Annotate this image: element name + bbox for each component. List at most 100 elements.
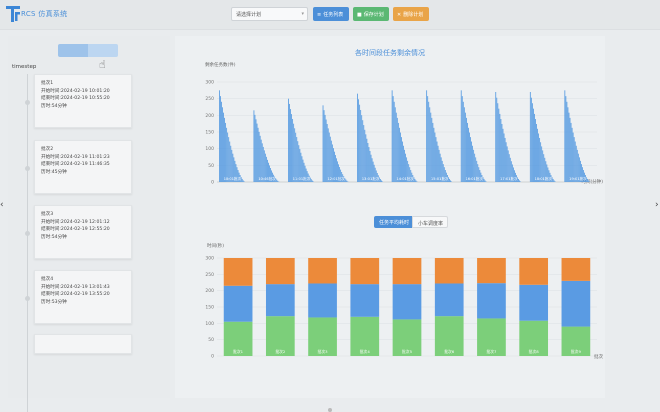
batch-card-4[interactable]: 批次4 开始时间:2024-02-19 13:01:43 结束时间:2024-0… xyxy=(34,270,132,324)
remaining-bar xyxy=(224,117,225,182)
remaining-bar xyxy=(370,154,372,182)
remaining-bar xyxy=(533,108,534,182)
remaining-bar xyxy=(571,127,573,182)
view-toggle[interactable] xyxy=(58,44,118,57)
stacked-bar-segment xyxy=(308,258,337,284)
remaining-bar xyxy=(369,150,371,182)
remaining-bar xyxy=(341,171,343,182)
stacked-bar-segment xyxy=(519,284,549,321)
plan-select[interactable]: 请选择计划 ▾ xyxy=(231,7,308,21)
remaining-bar xyxy=(467,122,468,182)
batch-start: 开始时间:2024-02-19 13:01:43 xyxy=(41,284,110,290)
remaining-bar xyxy=(226,127,228,182)
stacked-bar-segment xyxy=(477,318,506,356)
remaining-bar xyxy=(308,175,310,182)
remaining-bar xyxy=(342,174,344,182)
y-tick-label: 100 xyxy=(205,146,214,152)
remaining-bar xyxy=(306,171,308,182)
batch-start: 开始时间:2024-02-19 12:01:12 xyxy=(41,219,110,225)
remaining-bar xyxy=(289,103,290,182)
remaining-bar xyxy=(329,136,331,182)
delete-plan-button[interactable]: ✕ 删除计划 xyxy=(393,7,429,21)
remaining-bar xyxy=(270,168,271,182)
remaining-bar xyxy=(288,98,289,182)
batch-card-1[interactable]: 批次1 开始时间:2024-02-19 10:01:20 结束时间:2024-0… xyxy=(34,74,132,128)
tab-avg-task-time[interactable]: 任务平均耗时 xyxy=(374,216,412,228)
remaining-bar xyxy=(228,137,230,182)
remaining-bar xyxy=(569,117,571,182)
remaining-bar xyxy=(345,179,347,182)
remaining-bar xyxy=(460,90,462,182)
chevron-left-icon[interactable]: ‹ xyxy=(0,200,4,210)
remaining-bar xyxy=(243,181,245,182)
remaining-bar xyxy=(544,157,546,182)
remaining-bar xyxy=(485,181,487,182)
remaining-bar xyxy=(534,113,535,182)
remaining-bar xyxy=(241,178,243,182)
remaining-bar xyxy=(301,156,303,182)
remaining-bar xyxy=(309,177,311,182)
save-plan-button[interactable]: ■ 保存计划 xyxy=(353,7,389,21)
remaining-bar xyxy=(427,96,429,182)
toggle-option-b[interactable] xyxy=(88,44,118,57)
y-tick-label: 50 xyxy=(208,163,214,169)
remaining-bar xyxy=(583,170,584,182)
remaining-bar xyxy=(518,178,519,182)
remaining-bar xyxy=(339,167,341,182)
remaining-bar xyxy=(262,146,264,182)
remaining-bar xyxy=(449,178,450,182)
stacked-bar-segment xyxy=(308,317,337,356)
batch-elapsed: 历时:54分钟 xyxy=(41,103,67,109)
remaining-bar xyxy=(261,143,263,182)
remaining-bar xyxy=(407,160,409,182)
save-icon: ■ xyxy=(357,12,362,18)
remaining-bar xyxy=(346,180,348,182)
remaining-bar xyxy=(433,127,435,182)
remaining-bar xyxy=(258,131,260,182)
group-label: 11:01批次 xyxy=(293,176,311,181)
remaining-bar xyxy=(373,164,375,182)
remaining-bar xyxy=(428,101,430,182)
y-tick-label: 100 xyxy=(205,321,214,327)
remaining-bar xyxy=(432,122,434,182)
remaining-bar xyxy=(267,159,268,182)
remaining-bar xyxy=(508,154,510,182)
remaining-bar xyxy=(406,157,408,182)
y-tick-label: 250 xyxy=(205,96,214,102)
remaining-bar xyxy=(586,177,588,182)
stacked-bar-segment xyxy=(434,316,464,356)
remaining-bar xyxy=(335,155,336,182)
y-axis-label: 剩余任务数(件) xyxy=(205,61,236,68)
remaining-bar xyxy=(469,132,470,182)
remaining-bar xyxy=(393,101,395,182)
category-label: 批次8 xyxy=(529,349,540,354)
remaining-bar xyxy=(543,154,545,182)
batch-card-2[interactable]: 批次2 开始时间:2024-02-19 11:01:23 结束时间:2024-0… xyxy=(34,140,132,194)
remaining-bar xyxy=(442,164,444,182)
remaining-bar xyxy=(276,179,278,182)
remaining-bar xyxy=(450,180,451,182)
remaining-bar xyxy=(566,101,568,182)
task-list-button[interactable]: ≡ 任务列表 xyxy=(313,7,349,21)
stacked-bar-segment xyxy=(477,283,506,319)
batch-card-partial[interactable] xyxy=(34,334,132,354)
remaining-bar xyxy=(305,168,307,182)
remaining-bar xyxy=(575,145,577,182)
remaining-bar xyxy=(567,107,569,182)
remaining-bar xyxy=(529,92,531,182)
remaining-bar xyxy=(552,178,554,182)
toggle-option-a[interactable] xyxy=(58,44,88,57)
remaining-bar xyxy=(219,90,220,182)
chevron-right-icon[interactable]: › xyxy=(655,200,659,210)
remaining-bar xyxy=(443,167,445,182)
remaining-bar xyxy=(484,180,486,182)
tab-vehicle-dispatch[interactable]: 小车调度率 xyxy=(412,216,448,228)
remaining-bar xyxy=(470,137,471,182)
remaining-bar xyxy=(514,170,515,182)
batch-card-3[interactable]: 批次3 开始时间:2024-02-19 12:01:12 结束时间:2024-0… xyxy=(34,205,132,259)
stacked-bar-segment xyxy=(519,258,549,285)
remaining-bar xyxy=(448,177,449,182)
group-label: 17:01批次 xyxy=(500,176,518,181)
y-tick-label: 250 xyxy=(205,272,214,278)
stacked-bar-segment xyxy=(392,319,422,356)
